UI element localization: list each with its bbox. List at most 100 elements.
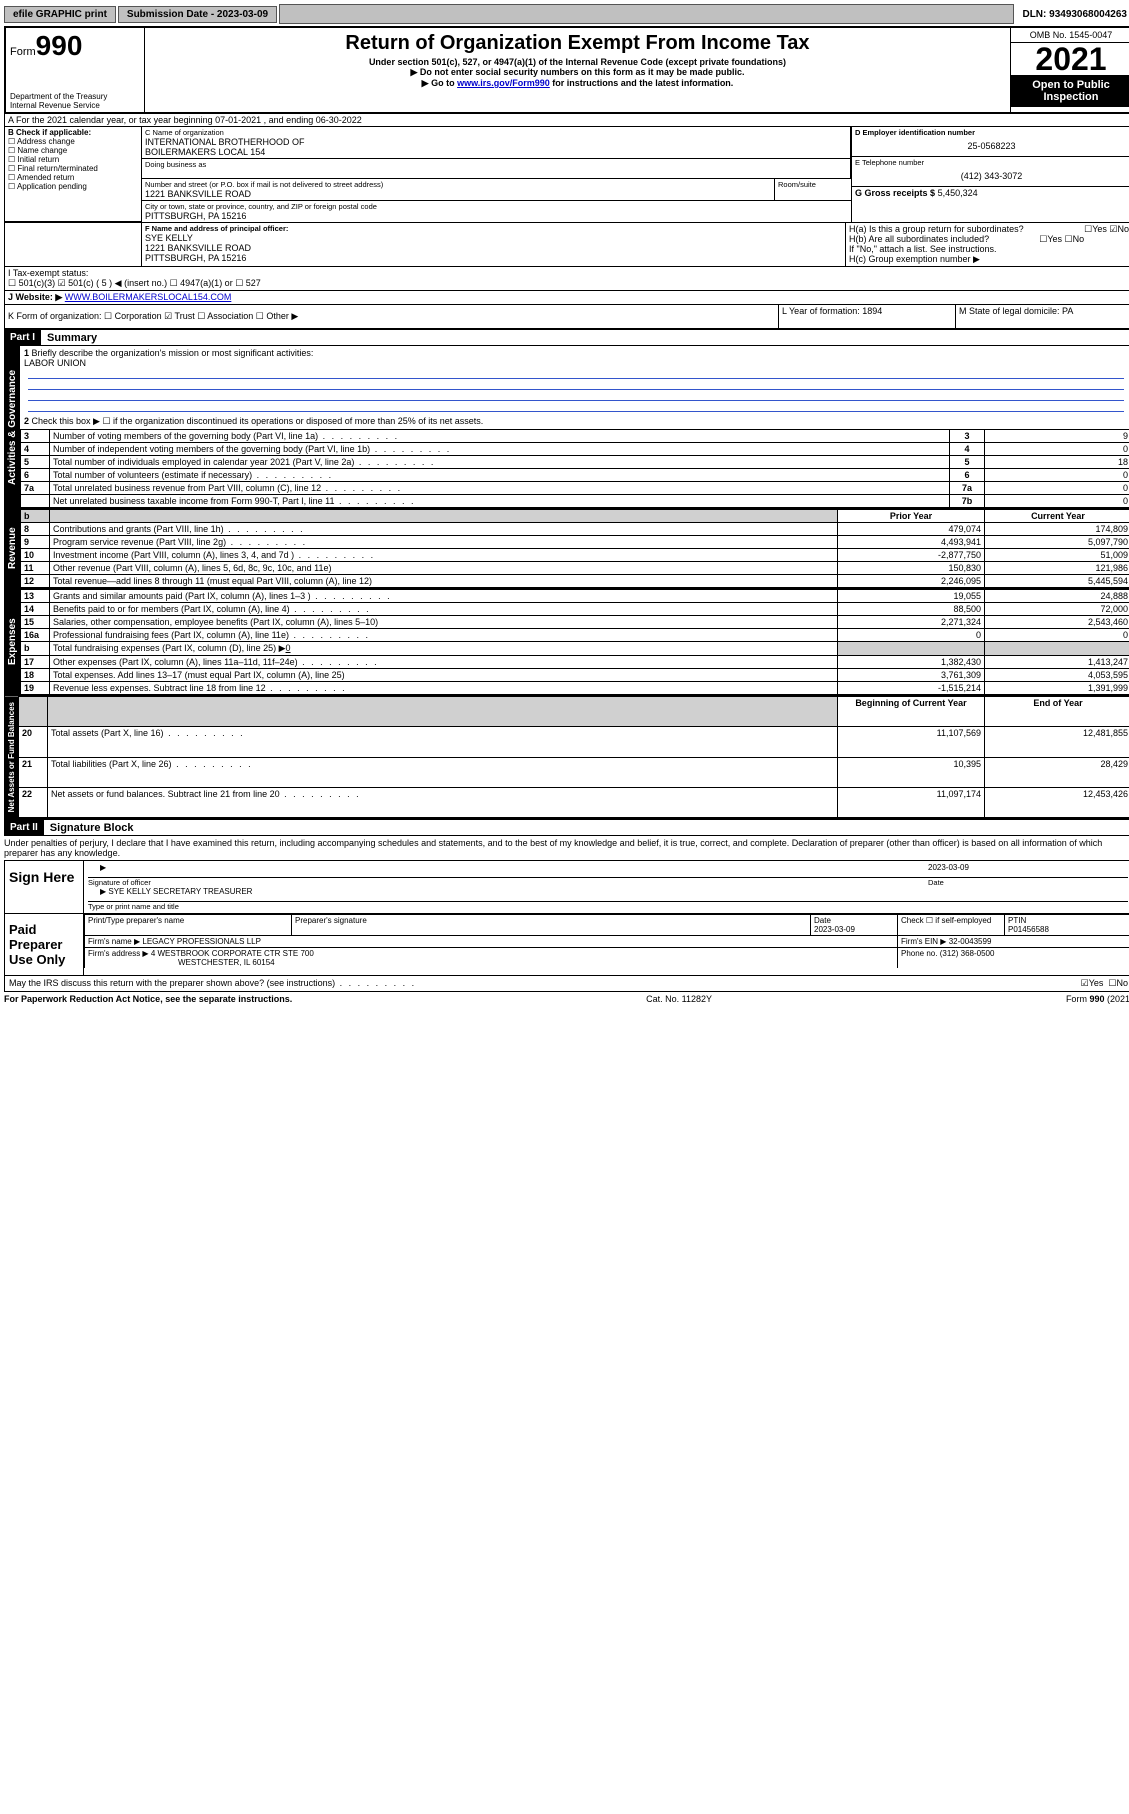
line13-label: Grants and similar amounts paid (Part IX… bbox=[53, 591, 392, 601]
footer-right: Form 990 (2021) bbox=[1066, 994, 1129, 1004]
line16b-val: 0 bbox=[286, 643, 291, 653]
topbar: efile GRAPHIC print Submission Date - 20… bbox=[4, 4, 1129, 24]
label-gross-receipts: G Gross receipts $ bbox=[855, 188, 935, 198]
sig-officer-label: Signature of officer bbox=[88, 878, 928, 887]
ssn-note: ▶ Do not enter social security numbers o… bbox=[147, 67, 1008, 78]
line16a-prior: 0 bbox=[838, 629, 985, 642]
phone-value: (412) 343-3072 bbox=[855, 167, 1128, 185]
chk-name-change[interactable]: ☐ Name change bbox=[8, 146, 138, 155]
part-i-tag: Part I bbox=[4, 330, 41, 345]
tab-net-assets: Net Assets or Fund Balances bbox=[5, 696, 18, 818]
col-end-year: End of Year bbox=[985, 697, 1129, 727]
label-street: Number and street (or P.O. box if mail i… bbox=[145, 180, 771, 189]
sig-date-value: 2023-03-09 bbox=[928, 863, 1128, 878]
chk-initial-return[interactable]: ☐ Initial return bbox=[8, 155, 138, 164]
firm-name: LEGACY PROFESSIONALS LLP bbox=[142, 937, 261, 946]
chk-final-return[interactable]: ☐ Final return/terminated bbox=[8, 164, 138, 173]
tab-governance: Activities & Governance bbox=[5, 346, 20, 508]
line7a-val: 0 bbox=[985, 482, 1129, 495]
label-city: City or town, state or province, country… bbox=[145, 202, 848, 211]
firm-addr-label: Firm's address ▶ bbox=[88, 949, 149, 958]
label-org-name: C Name of organization bbox=[145, 128, 847, 137]
chk-application-pending[interactable]: ☐ Application pending bbox=[8, 182, 138, 191]
line22-beg: 11,097,174 bbox=[838, 788, 985, 818]
tax-exempt-options[interactable]: ☐ 501(c)(3) ☑ 501(c) ( 5 ) ◀ (insert no.… bbox=[8, 278, 261, 288]
col-beginning-year: Beginning of Current Year bbox=[838, 697, 985, 727]
line19-current: 1,391,999 bbox=[985, 682, 1129, 695]
line12-prior: 2,246,095 bbox=[838, 575, 985, 588]
tax-year: 2021 bbox=[1011, 43, 1129, 75]
tab-expenses: Expenses bbox=[5, 589, 20, 695]
line7b-val: 0 bbox=[985, 495, 1129, 508]
part-ii-title: Signature Block bbox=[50, 822, 134, 834]
label-room: Room/suite bbox=[778, 180, 848, 189]
firm-addr2: WESTCHESTER, IL 60154 bbox=[88, 958, 275, 967]
officer-addr1: 1221 BANKSVILLE ROAD bbox=[145, 243, 842, 253]
footer-left: For Paperwork Reduction Act Notice, see … bbox=[4, 994, 292, 1004]
firm-addr1: 4 WESTBROOK CORPORATE CTR STE 700 bbox=[151, 949, 314, 958]
line3-label: Number of voting members of the governin… bbox=[53, 431, 399, 441]
line9-current: 5,097,790 bbox=[985, 536, 1129, 549]
firm-ein: 32-0043599 bbox=[949, 937, 992, 946]
dept-treasury: Department of the Treasury bbox=[10, 92, 140, 101]
firm-phone-label: Phone no. bbox=[901, 949, 937, 958]
line7a-label: Total unrelated business revenue from Pa… bbox=[53, 483, 402, 493]
col-b-checkboxes: B Check if applicable: ☐ Address change … bbox=[5, 127, 142, 222]
line20-beg: 11,107,569 bbox=[838, 727, 985, 757]
line11-label: Other revenue (Part VIII, column (A), li… bbox=[53, 563, 331, 573]
tab-revenue: Revenue bbox=[5, 509, 20, 588]
line1-value: LABOR UNION bbox=[24, 358, 86, 368]
prep-date-val: 2023-03-09 bbox=[814, 925, 855, 934]
line5-label: Total number of individuals employed in … bbox=[53, 457, 435, 467]
row-l-year-formation: L Year of formation: 1894 bbox=[779, 305, 956, 328]
label-principal-officer: F Name and address of principal officer: bbox=[145, 224, 288, 233]
form-subtitle: Under section 501(c), 527, or 4947(a)(1)… bbox=[147, 57, 1008, 67]
h-b: H(b) Are all subordinates included? ☐Yes… bbox=[849, 234, 1129, 244]
line17-prior: 1,382,430 bbox=[838, 656, 985, 669]
line17-current: 1,413,247 bbox=[985, 656, 1129, 669]
line9-label: Program service revenue (Part VIII, line… bbox=[53, 537, 307, 547]
discuss-question: May the IRS discuss this return with the… bbox=[9, 978, 1081, 989]
line13-prior: 19,055 bbox=[838, 590, 985, 603]
line2-label: Check this box ▶ ☐ if the organization d… bbox=[32, 416, 484, 426]
firm-phone: (312) 368-0500 bbox=[940, 949, 995, 958]
line19-label: Revenue less expenses. Subtract line 18 … bbox=[53, 683, 347, 693]
line8-prior: 479,074 bbox=[838, 523, 985, 536]
ptin-val: P01456588 bbox=[1008, 925, 1049, 934]
line10-label: Investment income (Part VIII, column (A)… bbox=[53, 550, 375, 560]
chk-address-change[interactable]: ☐ Address change bbox=[8, 137, 138, 146]
dln: DLN: 93493068004263 bbox=[1016, 7, 1129, 22]
line18-label: Total expenses. Add lines 13–17 (must eq… bbox=[53, 670, 345, 680]
label-phone: E Telephone number bbox=[855, 158, 1128, 167]
penalties-declaration: Under penalties of perjury, I declare th… bbox=[4, 836, 1129, 860]
discuss-yes[interactable]: ☑Yes bbox=[1081, 978, 1104, 989]
website-link[interactable]: WWW.BOILERMAKERSLOCAL154.COM bbox=[65, 292, 232, 302]
form-title: Return of Organization Exempt From Incom… bbox=[147, 32, 1008, 55]
line18-current: 4,053,595 bbox=[985, 669, 1129, 682]
line22-end: 12,453,426 bbox=[985, 788, 1129, 818]
firm-name-label: Firm's name ▶ bbox=[88, 937, 140, 946]
line6-label: Total number of volunteers (estimate if … bbox=[53, 470, 333, 480]
footer-mid: Cat. No. 11282Y bbox=[646, 994, 712, 1004]
label-tax-exempt: I Tax-exempt status: bbox=[8, 268, 88, 278]
line8-label: Contributions and grants (Part VIII, lin… bbox=[53, 524, 305, 534]
topbar-fill bbox=[279, 4, 1014, 24]
row-k-form-org[interactable]: K Form of organization: ☐ Corporation ☑ … bbox=[5, 305, 779, 328]
line10-prior: -2,877,750 bbox=[838, 549, 985, 562]
line21-beg: 10,395 bbox=[838, 757, 985, 787]
firm-ein-label: Firm's EIN ▶ bbox=[901, 937, 946, 946]
form-number: Form990 bbox=[10, 30, 140, 62]
officer-name: SYE KELLY bbox=[145, 233, 842, 243]
line11-current: 121,986 bbox=[985, 562, 1129, 575]
discuss-no[interactable]: ☐No bbox=[1108, 978, 1128, 989]
row-m-state: M State of legal domicile: PA bbox=[956, 305, 1129, 328]
irs-link[interactable]: www.irs.gov/Form990 bbox=[457, 78, 550, 88]
open-public-badge: Open to Public Inspection bbox=[1011, 75, 1129, 107]
self-employed-check[interactable]: Check ☐ if self-employed bbox=[901, 916, 991, 925]
efile-print-button[interactable]: efile GRAPHIC print bbox=[4, 6, 116, 23]
chk-amended-return[interactable]: ☐ Amended return bbox=[8, 173, 138, 182]
line9-prior: 4,493,941 bbox=[838, 536, 985, 549]
submission-date: Submission Date - 2023-03-09 bbox=[118, 6, 277, 23]
line7b-label: Net unrelated business taxable income fr… bbox=[53, 496, 415, 506]
col-current-year: Current Year bbox=[985, 510, 1129, 523]
